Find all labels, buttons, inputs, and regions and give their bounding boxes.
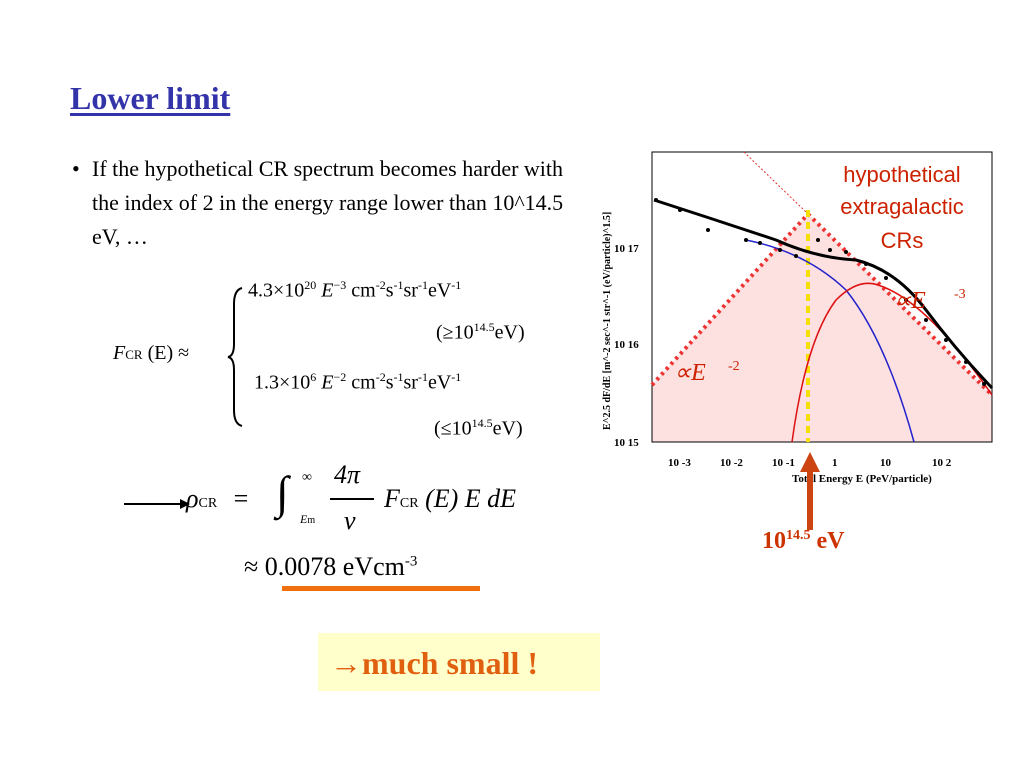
ytick-2: 10 16 xyxy=(614,339,639,351)
xtick-1: 10 -3 xyxy=(668,457,691,469)
total-fit-curve xyxy=(653,198,994,390)
conclusion-text: →much small ! xyxy=(330,645,538,681)
fraction-bar xyxy=(330,498,374,500)
fraction-denominator: v xyxy=(344,506,356,535)
plot-frame xyxy=(651,151,993,443)
right-arrow-icon xyxy=(124,499,190,509)
y-axis-label: E^2.5 dF/dE [m^-2 sec^-1 str^-1 (eV/part… xyxy=(602,212,613,430)
integral-sign: ∫ xyxy=(276,467,289,518)
slide-title: Lower limit xyxy=(70,80,231,116)
slope-low-label: ∝E xyxy=(674,360,706,386)
ytick-1: 10 17 xyxy=(614,243,639,255)
xtick-5: 10 xyxy=(880,457,892,469)
hyp-label-3: CRs xyxy=(881,228,924,253)
rho-lhs: ρCR = xyxy=(186,484,249,513)
bullet-marker: • xyxy=(72,156,80,181)
hyp-label-1: hypothetical xyxy=(843,162,960,187)
pink-region xyxy=(652,214,992,442)
ytick-3: 10 15 xyxy=(614,437,639,449)
energy-label: 1014.5 eV xyxy=(762,528,845,554)
hyp-label-2: extragalactic xyxy=(840,194,964,219)
e-minus3-line xyxy=(806,212,994,397)
density-result: ≈ 0.0078 eVcm-3 xyxy=(244,552,418,581)
flux-case2-condition: (≤1014.5eV) xyxy=(434,416,523,440)
cr-spectrum-plot: 10 17 10 16 10 15 10 -3 10 -2 10 -1 1 10… xyxy=(602,151,994,485)
result-underline xyxy=(282,586,480,591)
flux-case2: 1.3×106 E−2 cm-2s-1sr-1eV-1 xyxy=(254,370,462,394)
xtick-6: 10 2 xyxy=(932,457,952,469)
data-points xyxy=(654,198,986,386)
slope-low-exp: -2 xyxy=(728,359,740,374)
conclusion-box xyxy=(318,633,600,691)
slope-high-label: ∝E xyxy=(894,288,926,314)
xtick-4: 1 xyxy=(832,457,838,469)
fraction-numerator: 4π xyxy=(334,460,361,489)
xtick-3: 10 -1 xyxy=(772,457,795,469)
integral-upper: ∞ xyxy=(302,470,312,485)
flux-lhs: FCR (E) ≈ xyxy=(113,342,190,364)
slope-high-exp: -3 xyxy=(954,287,966,302)
integrand: FCR (E) E dE xyxy=(384,484,517,513)
xtick-2: 10 -2 xyxy=(720,457,743,469)
integral-lower: Em xyxy=(300,512,316,526)
bullet-text: If the hypothetical CR spectrum becomes … xyxy=(92,156,564,249)
x-axis-label: Total Energy E (PeV/particle) xyxy=(792,473,932,485)
flux-case1: 4.3×1020 E−3 cm-2s-1sr-1eV-1 xyxy=(248,278,462,302)
up-arrow-icon xyxy=(800,452,820,530)
flux-case1-condition: (≥1014.5eV) xyxy=(436,320,525,344)
extrapolation-line xyxy=(743,151,809,215)
galactic-curve xyxy=(745,239,915,443)
case-brace xyxy=(227,287,243,427)
